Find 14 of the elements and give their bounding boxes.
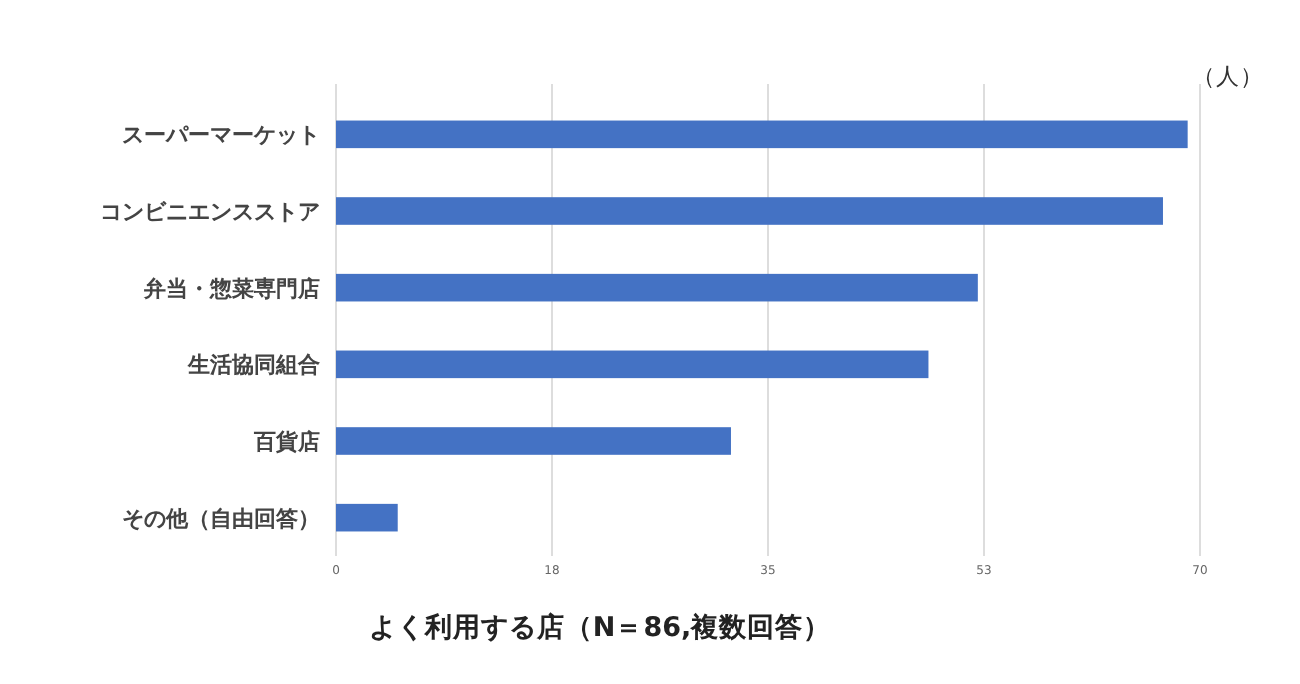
y-tick-label: 生活協同組合 — [186, 352, 322, 379]
bar — [336, 120, 1188, 149]
bar — [336, 350, 929, 379]
y-tick-label: 弁当・惣菜専門店 — [142, 275, 320, 302]
bar — [336, 503, 398, 532]
y-tick-label: スーパーマーケット — [122, 122, 320, 149]
y-tick-label: 百貨店 — [252, 429, 320, 455]
bar — [336, 197, 1163, 225]
text: よく利用する店（N＝86,複数回答） — [368, 610, 832, 644]
y-tick-label: コンビニエンスストア — [100, 199, 320, 225]
bar — [336, 427, 731, 455]
x-axis-title: （人） — [1192, 62, 1264, 90]
bar — [336, 273, 978, 302]
y-tick-label: その他（自由回答） — [122, 505, 320, 532]
